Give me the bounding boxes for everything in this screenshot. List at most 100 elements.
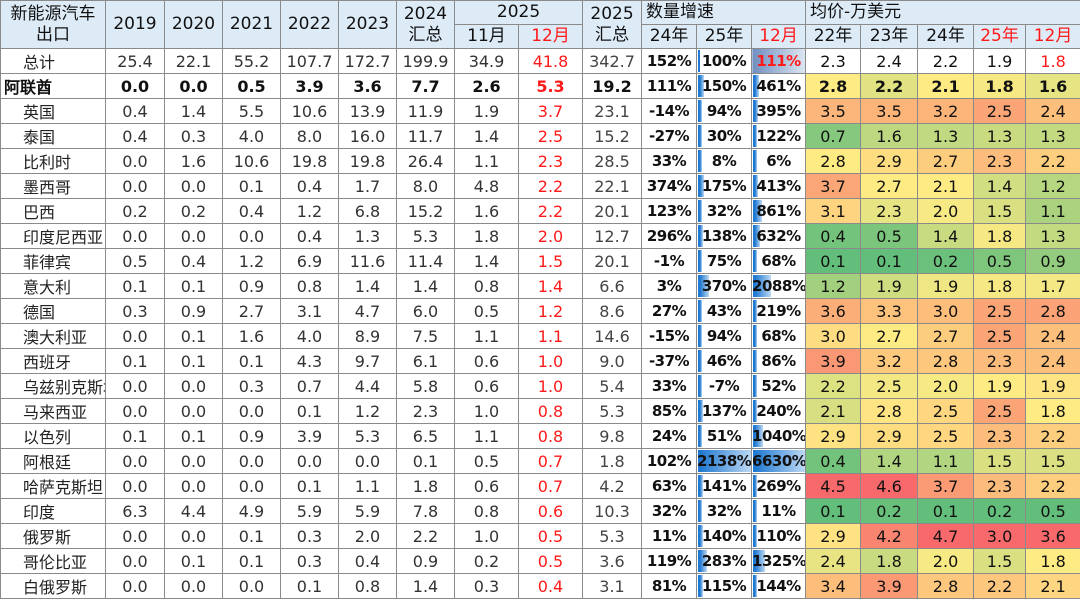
value-2023: 1.3 bbox=[339, 224, 397, 249]
value-2019: 0.4 bbox=[106, 124, 165, 149]
value-2021: 0.0 bbox=[223, 399, 281, 424]
value-2025-nov: 1.0 bbox=[455, 524, 519, 549]
value-2022: 5.9 bbox=[281, 499, 339, 524]
growth-dec: 861% bbox=[752, 199, 806, 224]
value-2024-total: 199.9 bbox=[397, 49, 455, 74]
value-2021: 1.6 bbox=[223, 324, 281, 349]
value-2022: 0.4 bbox=[281, 174, 339, 199]
growth-text: 461% bbox=[756, 77, 800, 95]
growth-text: 68% bbox=[761, 252, 795, 270]
value-2025-dec: 41.8 bbox=[519, 49, 583, 74]
value-2021: 0.5 bbox=[223, 74, 281, 99]
growth-text: 269% bbox=[756, 477, 800, 495]
value-2019: 0.0 bbox=[106, 74, 165, 99]
price-23: 1.8 bbox=[861, 549, 918, 574]
price-24: 1.4 bbox=[918, 224, 974, 249]
value-2025-nov: 1.8 bbox=[455, 224, 519, 249]
growth-24: 3% bbox=[642, 274, 697, 299]
growth-25: 150% bbox=[697, 74, 752, 99]
price-22: 2.3 bbox=[806, 49, 861, 74]
price-23: 2.4 bbox=[861, 49, 918, 74]
growth-dec: 111% bbox=[752, 49, 806, 74]
price-dec: 2.4 bbox=[1026, 349, 1080, 374]
value-2025-nov: 0.6 bbox=[455, 474, 519, 499]
value-2025-nov: 1.1 bbox=[455, 149, 519, 174]
value-2019: 0.0 bbox=[106, 549, 165, 574]
growth-25: 175% bbox=[697, 174, 752, 199]
price-25: 2.3 bbox=[974, 149, 1026, 174]
table-row: 乌兹别克斯坦0.00.00.30.74.45.80.61.05.433%-7%5… bbox=[1, 374, 1080, 399]
value-2022: 0.1 bbox=[281, 399, 339, 424]
data-bar bbox=[753, 250, 757, 272]
price-23: 2.7 bbox=[861, 324, 918, 349]
value-2025-total: 3.1 bbox=[583, 574, 642, 599]
header-price-23: 23年 bbox=[861, 25, 918, 49]
country-name: 德国 bbox=[1, 299, 106, 324]
growth-24: 102% bbox=[642, 449, 697, 474]
header-2021: 2021 bbox=[223, 1, 281, 49]
value-2025-nov: 0.6 bbox=[455, 349, 519, 374]
value-2023: 8.9 bbox=[339, 324, 397, 349]
price-24: 2.1 bbox=[918, 74, 974, 99]
data-bar bbox=[753, 500, 757, 522]
growth-24: 111% bbox=[642, 74, 697, 99]
growth-text: 111% bbox=[756, 52, 800, 70]
price-25: 1.9 bbox=[974, 49, 1026, 74]
price-24: 2.5 bbox=[918, 399, 974, 424]
value-2024-total: 0.9 bbox=[397, 549, 455, 574]
value-2024-total: 8.0 bbox=[397, 174, 455, 199]
growth-text: 122% bbox=[756, 127, 800, 145]
value-2019: 0.0 bbox=[106, 174, 165, 199]
country-name: 英国 bbox=[1, 99, 106, 124]
growth-dec: 413% bbox=[752, 174, 806, 199]
growth-dec: 461% bbox=[752, 74, 806, 99]
value-2024-total: 0.1 bbox=[397, 449, 455, 474]
value-2020: 0.1 bbox=[165, 349, 223, 374]
value-2025-nov: 0.5 bbox=[455, 449, 519, 474]
growth-text: 370% bbox=[702, 277, 746, 295]
growth-dec: 68% bbox=[752, 249, 806, 274]
growth-text: 141% bbox=[702, 477, 746, 495]
value-2021: 0.0 bbox=[223, 224, 281, 249]
price-23: 2.2 bbox=[861, 74, 918, 99]
country-name: 马来西亚 bbox=[1, 399, 106, 424]
value-2021: 4.0 bbox=[223, 124, 281, 149]
value-2025-total: 22.1 bbox=[583, 174, 642, 199]
price-25: 1.5 bbox=[974, 549, 1026, 574]
price-23: 3.2 bbox=[861, 349, 918, 374]
value-2024-total: 1.4 bbox=[397, 274, 455, 299]
value-2024-total: 11.4 bbox=[397, 249, 455, 274]
data-bar bbox=[753, 325, 757, 347]
country-name: 意大利 bbox=[1, 274, 106, 299]
price-22: 2.4 bbox=[806, 549, 861, 574]
price-23: 3.9 bbox=[861, 574, 918, 599]
value-2019: 0.5 bbox=[106, 249, 165, 274]
price-dec: 2.4 bbox=[1026, 99, 1080, 124]
growth-text: 32% bbox=[707, 502, 741, 520]
price-24: 0.1 bbox=[918, 499, 974, 524]
growth-25: 370% bbox=[697, 274, 752, 299]
growth-dec: 11% bbox=[752, 499, 806, 524]
value-2024-total: 5.8 bbox=[397, 374, 455, 399]
country-name: 菲律宾 bbox=[1, 249, 106, 274]
growth-text: 43% bbox=[707, 302, 741, 320]
price-23: 3.3 bbox=[861, 299, 918, 324]
growth-dec: 2088% bbox=[752, 274, 806, 299]
growth-25: 137% bbox=[697, 399, 752, 424]
growth-25: 75% bbox=[697, 249, 752, 274]
value-2021: 1.2 bbox=[223, 249, 281, 274]
price-25: 0.2 bbox=[974, 499, 1026, 524]
data-bar bbox=[698, 375, 702, 397]
value-2021: 0.1 bbox=[223, 174, 281, 199]
country-name: 阿联酋 bbox=[1, 74, 106, 99]
country-name: 澳大利亚 bbox=[1, 324, 106, 349]
value-2019: 0.0 bbox=[106, 474, 165, 499]
growth-25: 30% bbox=[697, 124, 752, 149]
value-2021: 4.9 bbox=[223, 499, 281, 524]
